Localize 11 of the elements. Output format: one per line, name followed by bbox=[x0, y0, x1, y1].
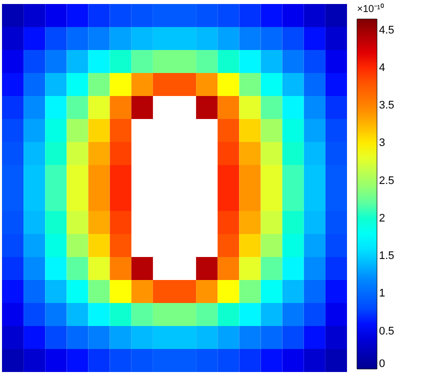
color-bar-label: 2 bbox=[379, 212, 386, 224]
color-bar-label: 4 bbox=[379, 62, 386, 74]
color-bar-label: 0 bbox=[379, 358, 386, 370]
color-bar-label: 1 bbox=[379, 288, 386, 300]
color-bar-title: ×10⁻¹⁰ bbox=[357, 3, 384, 15]
color-bar-label: 2.5 bbox=[379, 174, 394, 187]
color-bar-label: 1.5 bbox=[379, 250, 394, 262]
color-bar-label: 0.5 bbox=[379, 325, 394, 338]
color-bar-label: 3.5 bbox=[379, 100, 394, 112]
color-bar-label: 3 bbox=[379, 137, 386, 150]
color-bar-label: 4.5 bbox=[379, 24, 394, 36]
